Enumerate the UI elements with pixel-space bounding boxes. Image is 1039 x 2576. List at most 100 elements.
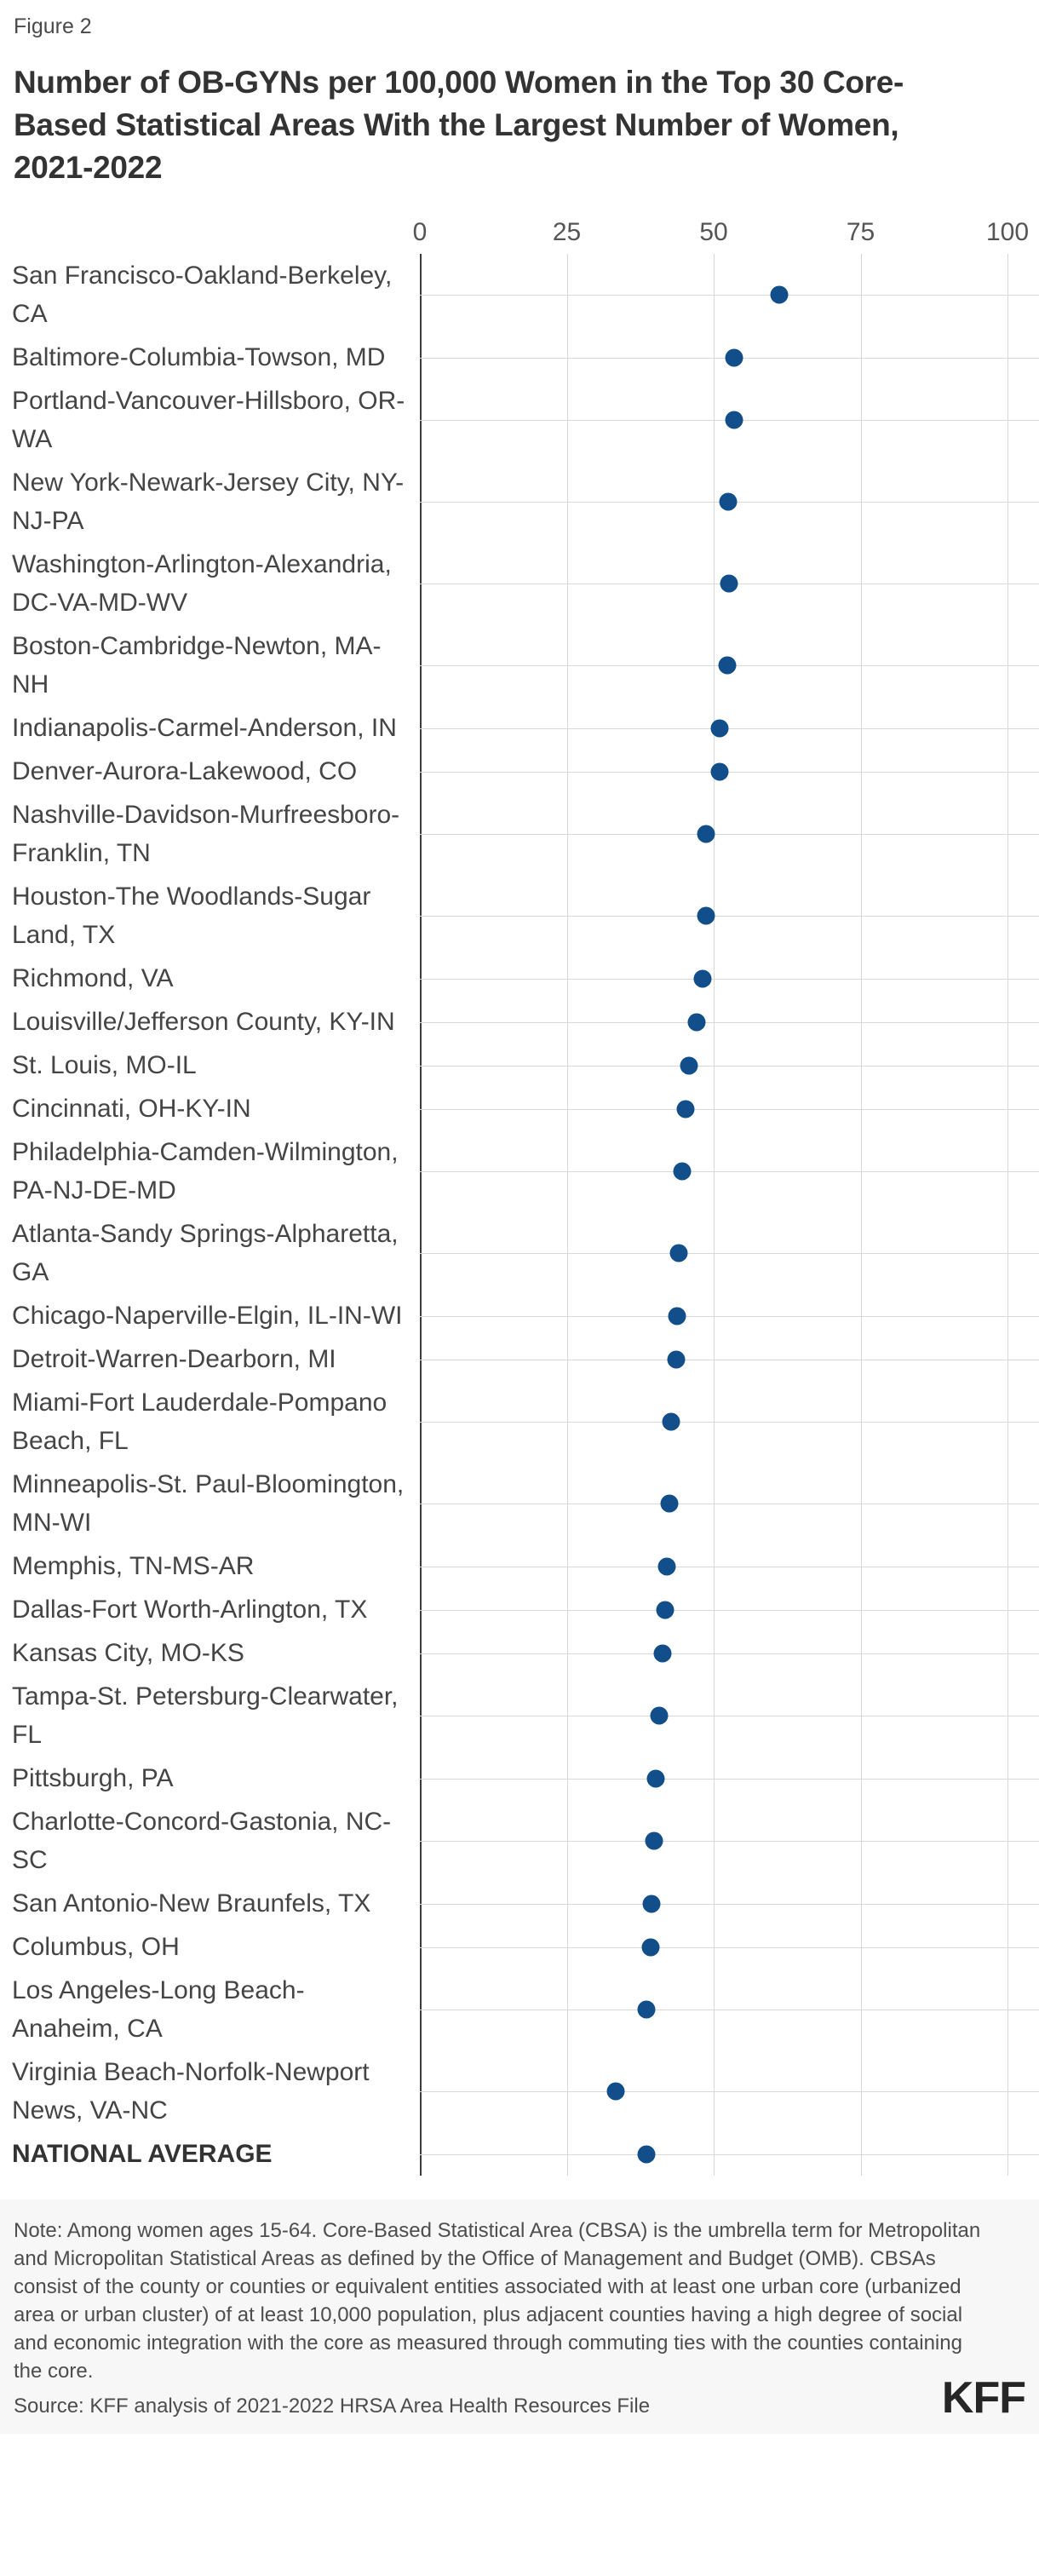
chart-title-line: Number of OB-GYNs per 100,000 Women in t… (14, 65, 904, 100)
row-label: Philadelphia-Camden-Wilmington, PA-NJ-DE… (12, 1138, 399, 1205)
x-axis: 0 25 50 75 100 (0, 206, 1039, 254)
row-gridline (420, 1609, 1039, 1611)
data-point-dot (637, 2145, 656, 2163)
row-gridline (420, 1108, 1039, 1110)
row-label: Los Angeles-Long Beach-Anaheim, CA (12, 1976, 305, 2043)
row-gridline (420, 1315, 1039, 1317)
row-plot-area (420, 1544, 1039, 1588)
x-axis-tick-label: 0 (412, 218, 428, 246)
row-plot-area (420, 1588, 1039, 1631)
row-label: Detroit-Warren-Dearborn, MI (12, 1345, 336, 1373)
row-gridline (420, 1946, 1039, 1948)
chart-row: Philadelphia-Camden-Wilmington, PA-NJ-DE… (0, 1130, 1039, 1212)
row-plot-area (420, 1212, 1039, 1294)
row-plot-area (420, 957, 1039, 1000)
data-point-dot (641, 1938, 660, 1956)
data-point-dot (725, 411, 743, 429)
chart-row: Miami-Fort Lauderdale-Pompano Beach, FL (0, 1381, 1039, 1463)
row-plot-area (420, 750, 1039, 793)
row-plot-area (420, 336, 1039, 379)
data-point-dot (662, 1412, 680, 1431)
row-plot-area (420, 461, 1039, 543)
chart-row: Louisville/Jefferson County, KY-IN (0, 1000, 1039, 1044)
row-label: Tampa-St. Petersburg-Clearwater, FL (12, 1682, 399, 1749)
data-point-dot (693, 969, 712, 987)
row-gridline (420, 771, 1039, 773)
data-point-dot (697, 825, 715, 843)
row-label: Charlotte-Concord-Gastonia, NC-SC (12, 1808, 392, 1874)
row-plot-area (420, 1675, 1039, 1757)
vertical-gridline (1007, 254, 1008, 2176)
chart-row: Richmond, VA (0, 957, 1039, 1000)
chart-title: Number of OB-GYNs per 100,000 Women in t… (14, 61, 1025, 189)
chart-row: Columbus, OH (0, 1925, 1039, 1969)
row-plot-area (420, 2050, 1039, 2132)
row-label: Baltimore-Columbia-Towson, MD (12, 343, 386, 371)
data-point-dot (606, 2082, 625, 2101)
data-point-dot (718, 656, 737, 675)
row-label: Pittsburgh, PA (12, 1764, 174, 1792)
chart-row: Tampa-St. Petersburg-Clearwater, FL (0, 1675, 1039, 1757)
row-plot-area (420, 1381, 1039, 1463)
row-gridline (420, 916, 1039, 917)
row-gridline (420, 1841, 1039, 1842)
data-point-dot (720, 574, 738, 593)
source-text: Source: KFF analysis of 2021-2022 HRSA A… (14, 2395, 651, 2418)
y-axis-line (420, 254, 422, 2176)
vertical-gridline (714, 254, 715, 2176)
data-point-dot (669, 1244, 688, 1262)
row-plot-area (420, 2132, 1039, 2176)
row-gridline (420, 727, 1039, 729)
row-label: San Francisco-Oakland-Berkeley, CA (12, 262, 393, 328)
chart-row: New York-Newark-Jersey City, NY-NJ-PA (0, 461, 1039, 543)
chart-row: Portland-Vancouver-Hillsboro, OR-WA (0, 379, 1039, 461)
data-point-dot (645, 1831, 663, 1850)
row-plot-area (420, 1294, 1039, 1337)
row-label: Richmond, VA (12, 964, 174, 992)
row-gridline (420, 1422, 1039, 1423)
row-label: Miami-Fort Lauderdale-Pompano Beach, FL (12, 1389, 387, 1455)
chart-row: Kansas City, MO-KS (0, 1631, 1039, 1675)
chart-row: Dallas-Fort Worth-Arlington, TX (0, 1588, 1039, 1631)
data-point-dot (650, 1706, 669, 1725)
data-point-dot (637, 2000, 656, 2019)
row-plot-area (420, 1757, 1039, 1800)
chart-row: San Francisco-Oakland-Berkeley, CA (0, 254, 1039, 336)
data-point-dot (646, 1769, 665, 1787)
row-gridline (420, 295, 1039, 296)
row-label: St. Louis, MO-IL (12, 1051, 197, 1079)
row-plot-area (420, 1087, 1039, 1130)
row-label: Cincinnati, OH-KY-IN (12, 1095, 251, 1123)
data-point-dot (719, 492, 738, 511)
chart-row: Los Angeles-Long Beach-Anaheim, CA (0, 1969, 1039, 2050)
chart-row: NATIONAL AVERAGE (0, 2132, 1039, 2176)
chart-title-line: Based Statistical Areas With the Largest… (14, 107, 899, 142)
x-axis-tick-label: 75 (846, 218, 875, 246)
data-point-dot (697, 906, 715, 925)
chart-row: Houston-The Woodlands-Sugar Land, TX (0, 875, 1039, 957)
chart-row: St. Louis, MO-IL (0, 1044, 1039, 1087)
x-axis-tick-label: 100 (985, 218, 1030, 246)
row-gridline (420, 1653, 1039, 1654)
data-point-dot (710, 762, 729, 780)
row-label: Denver-Aurora-Lakewood, CO (12, 757, 358, 785)
row-label: Memphis, TN-MS-AR (12, 1552, 255, 1580)
data-point-dot (653, 1644, 672, 1662)
data-point-dot (676, 1100, 695, 1118)
row-gridline (420, 1171, 1039, 1172)
row-plot-area (420, 1463, 1039, 1544)
row-plot-area (420, 793, 1039, 875)
footer: Note: Among women ages 15-64. Core-Based… (0, 2199, 1039, 2434)
row-gridline (420, 1903, 1039, 1905)
row-gridline (420, 2091, 1039, 2092)
chart-row: Denver-Aurora-Lakewood, CO (0, 750, 1039, 793)
row-label: Boston-Cambridge-Newton, MA-NH (12, 632, 382, 699)
row-plot-area (420, 543, 1039, 624)
row-label: Kansas City, MO-KS (12, 1639, 244, 1667)
row-label: Louisville/Jefferson County, KY-IN (12, 1008, 395, 1036)
note-text: Note: Among women ages 15-64. Core-Based… (14, 2219, 981, 2383)
row-plot-area (420, 1337, 1039, 1381)
chart-title-line: 2021-2022 (14, 150, 163, 185)
row-gridline (420, 1021, 1039, 1023)
